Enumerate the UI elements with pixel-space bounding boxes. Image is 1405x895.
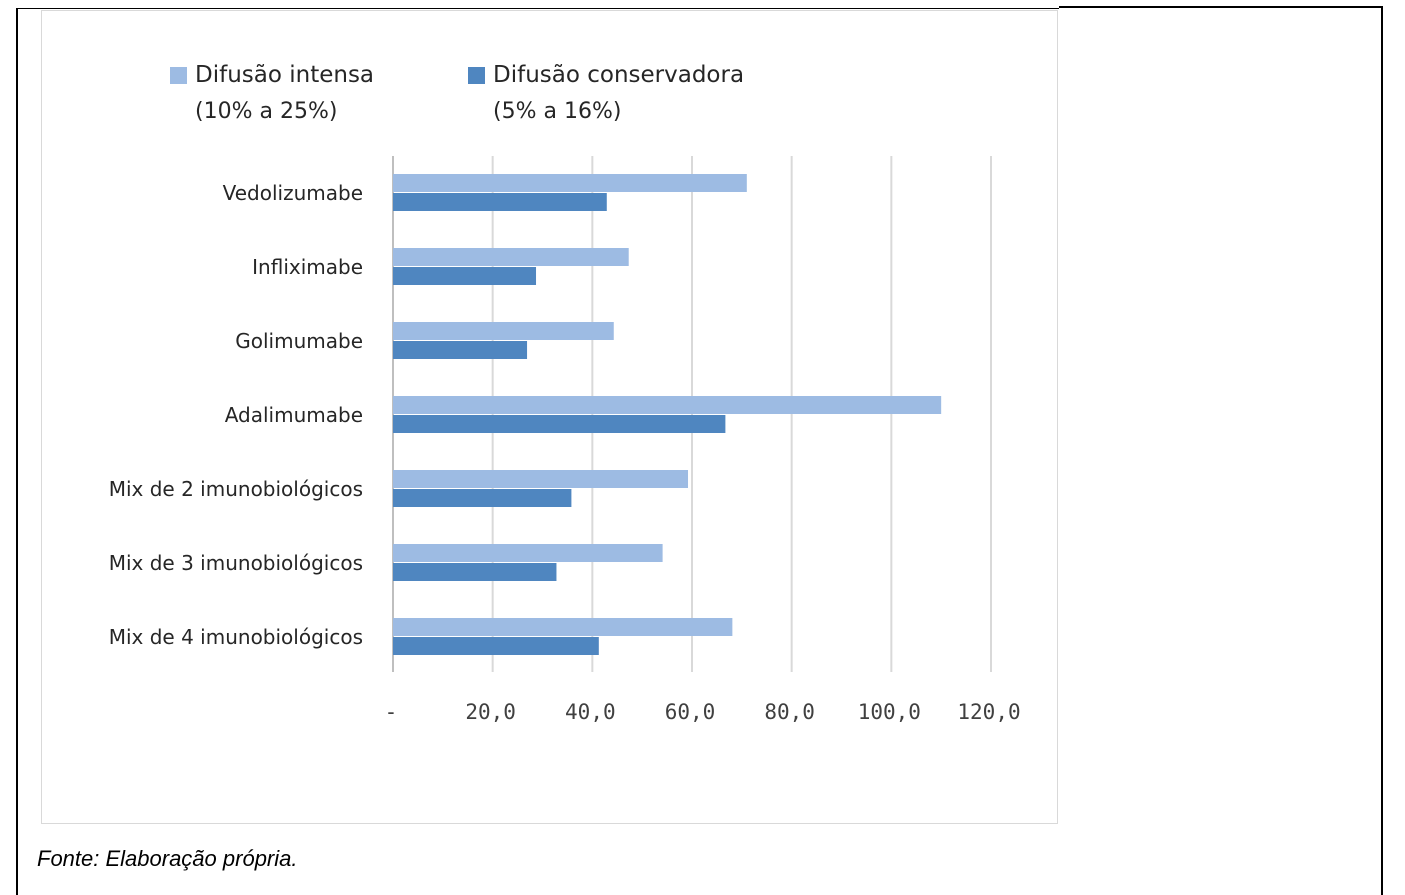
- x-tick-label: 100,0: [858, 700, 921, 724]
- legend-sublabel-intensa: (10% a 25%): [195, 99, 337, 124]
- source-caption: Fonte: Elaboração própria.: [37, 846, 298, 871]
- legend-swatch-intensa: [170, 67, 187, 84]
- x-tick-label: 60,0: [665, 700, 716, 724]
- legend: Difusão intensa (10% a 25%) Difusão cons…: [170, 62, 744, 124]
- bar-difusao-conservadora: [393, 415, 726, 433]
- legend-label-conservadora: Difusão conservadora: [493, 62, 744, 88]
- legend-sublabel-conservadora: (5% a 16%): [493, 99, 621, 124]
- chart-area: [41, 10, 1058, 824]
- category-label: Golimumabe: [235, 329, 363, 353]
- border-top-left: [16, 8, 1059, 9]
- category-label: Mix de 3 imunobiológicos: [109, 551, 363, 575]
- legend-label-intensa: Difusão intensa: [195, 62, 374, 88]
- x-axis-tick-labels: - 20,0 40,0 60,0 80,0 100,0 120,0: [385, 700, 1021, 724]
- bar-difusao-conservadora: [393, 489, 572, 507]
- bar-difusao-conservadora: [393, 267, 537, 285]
- x-tick-label: 40,0: [565, 700, 616, 724]
- border-right: [1381, 6, 1383, 895]
- bar-difusao-intensa: [393, 322, 614, 340]
- bar-difusao-conservadora: [393, 341, 528, 359]
- bar-difusao-intensa: [393, 174, 747, 192]
- x-tick-label: 20,0: [465, 700, 516, 724]
- category-label: Mix de 4 imunobiológicos: [109, 625, 363, 649]
- x-tick-label: 80,0: [764, 700, 815, 724]
- category-label: Mix de 2 imunobiológicos: [109, 477, 363, 501]
- bars: [393, 174, 942, 655]
- category-labels: Vedolizumabe Infliximabe Golimumabe Adalimu…: [109, 181, 363, 649]
- border-left: [16, 8, 18, 895]
- legend-swatch-conservadora: [468, 67, 485, 84]
- bar-difusao-intensa: [393, 618, 733, 636]
- category-label: Infliximabe: [252, 255, 363, 279]
- bar-difusao-intensa: [393, 396, 942, 414]
- bar-difusao-conservadora: [393, 193, 607, 211]
- bar-difusao-intensa: [393, 470, 689, 488]
- category-label: Vedolizumabe: [223, 181, 363, 205]
- x-tick-label: 120,0: [957, 700, 1020, 724]
- bar-difusao-intensa: [393, 544, 663, 562]
- x-tick-label: -: [385, 700, 398, 724]
- border-top-right: [1059, 6, 1381, 8]
- category-label: Adalimumabe: [225, 403, 363, 427]
- bar-difusao-conservadora: [393, 637, 599, 655]
- bar-difusao-intensa: [393, 248, 629, 266]
- bar-difusao-conservadora: [393, 563, 557, 581]
